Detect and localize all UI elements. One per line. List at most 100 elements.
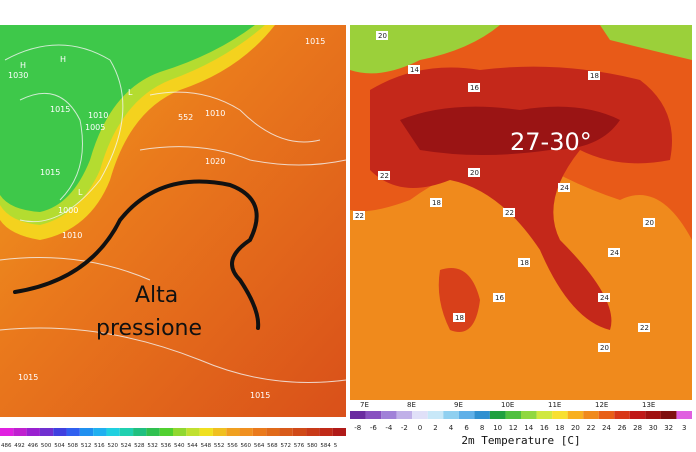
- colorbar-label: 12: [509, 424, 518, 432]
- colorbar-label: 536: [161, 443, 172, 449]
- annotation: pressione: [96, 316, 202, 341]
- colorbar-label: 528: [134, 443, 145, 449]
- colorbar-label: 572: [280, 443, 291, 449]
- label-box: [558, 183, 570, 192]
- label-box: [468, 168, 480, 177]
- temperature-label: 14: [410, 66, 419, 74]
- colorbar-label: 532: [147, 443, 158, 449]
- label-box: [608, 248, 620, 257]
- label-box: [638, 323, 650, 332]
- label-box: [588, 71, 600, 80]
- longitude-label: 7E: [360, 401, 369, 409]
- colorbar-swatch: [319, 428, 333, 436]
- isobar-label: 1005: [85, 123, 105, 132]
- temperature-label: 22: [380, 172, 389, 180]
- colorbar-swatch: [279, 428, 293, 436]
- colorbar-swatch: [173, 428, 187, 436]
- colorbar-label: -6: [370, 424, 378, 432]
- colorbar-label: 548: [201, 443, 212, 449]
- colorbar-swatch: [186, 428, 200, 436]
- colorbar-label: 4: [449, 424, 454, 432]
- colorbar-label: 576: [294, 443, 305, 449]
- colorbar-label: 8: [480, 424, 484, 432]
- temperature-label: 18: [520, 259, 529, 267]
- isobar-label: 1010: [205, 109, 225, 118]
- isobar-label: 1015: [40, 168, 60, 177]
- colorbar-label: 516: [94, 443, 105, 449]
- temperature-label: 18: [432, 199, 441, 207]
- colorbar-swatch: [39, 428, 54, 436]
- colorbar-label: 540: [174, 443, 185, 449]
- colorbar-swatch: [567, 411, 584, 419]
- temperature-label: 22: [640, 324, 649, 332]
- colorbar-label: 6: [464, 424, 469, 432]
- label-box: [598, 343, 610, 352]
- colorbar-label: 524: [121, 443, 132, 449]
- longitude-label: 8E: [407, 401, 416, 409]
- label-box: [376, 31, 388, 40]
- temperature-label: 20: [645, 219, 654, 227]
- colorbar-swatch: [552, 411, 568, 419]
- annotation: 27-30°: [510, 128, 592, 156]
- colorbar-swatch: [79, 428, 94, 436]
- colorbar-swatch: [660, 411, 677, 419]
- colorbar-swatch: [396, 411, 413, 419]
- label-box: [493, 293, 505, 302]
- colorbar-swatch: [199, 428, 213, 436]
- colorbar-swatch: [146, 428, 160, 436]
- colorbar-swatch: [614, 411, 630, 419]
- colorbar-swatch: [332, 428, 346, 436]
- colorbar-label: 20: [571, 424, 580, 432]
- colorbar-label: 492: [14, 443, 25, 449]
- colorbar-swatch: [412, 411, 428, 419]
- colorbar-label: 3: [682, 424, 686, 432]
- label-box: [468, 83, 480, 92]
- temperature-label: 24: [600, 294, 609, 302]
- colorbar-swatch: [93, 428, 107, 436]
- colorbar-swatch: [583, 411, 599, 419]
- colorbar-swatch: [226, 428, 240, 436]
- temperature-label: 20: [470, 169, 479, 177]
- colorbar-swatch: [427, 411, 444, 419]
- colorbar-label: 30: [649, 424, 658, 432]
- colorbar-swatch: [645, 411, 661, 419]
- colorbar-label: 556: [227, 443, 238, 449]
- colorbar-label: 18: [555, 424, 564, 432]
- isobar-label: 552: [178, 113, 193, 122]
- colorbar-swatch: [266, 428, 280, 436]
- longitude-label: 13E: [642, 401, 655, 409]
- right-colorbar: -8 -6 -4 -2 0 2 4 6 8 10 12 14 16 18 20 22 24 26 28 30 32 3: [350, 411, 692, 432]
- annotation: Alta: [135, 283, 178, 308]
- colorbar-swatch: [239, 428, 253, 436]
- temperature-label: 16: [495, 294, 504, 302]
- colorbar-label: 0: [418, 424, 422, 432]
- colorbar-swatch: [489, 411, 506, 419]
- colorbar-label: -4: [385, 424, 393, 432]
- isobar-label: 1015: [305, 37, 325, 46]
- pressure-center: H: [60, 55, 66, 64]
- colorbar-swatch: [381, 411, 397, 419]
- colorbar-label: 552: [214, 443, 225, 449]
- colorbar-swatch: [53, 428, 67, 436]
- colorbar-label: 508: [68, 443, 79, 449]
- colorbar-label: 512: [81, 443, 92, 449]
- colorbar-swatch: [133, 428, 147, 436]
- colorbar-swatch: [521, 411, 537, 419]
- label-box: [643, 218, 655, 227]
- colorbar-swatch: [598, 411, 615, 419]
- colorbar-swatch: [26, 428, 40, 436]
- isobar-label: 1000: [58, 206, 78, 215]
- label-box: [598, 293, 610, 302]
- colorbar-swatch: [474, 411, 490, 419]
- colorbar-swatch: [306, 428, 320, 436]
- colorbar-swatch: [13, 428, 27, 436]
- colorbar-label: 24: [602, 424, 611, 432]
- colorbar-swatch: [106, 428, 120, 436]
- colorbar-swatch: [505, 411, 521, 419]
- label-box: [430, 198, 442, 207]
- isobar-label: 1010: [88, 111, 108, 120]
- temperature-label: 24: [610, 249, 619, 257]
- colorbar-swatch: [119, 428, 134, 436]
- colorbar-label: 520: [107, 443, 118, 449]
- colorbar-label: 580: [307, 443, 318, 449]
